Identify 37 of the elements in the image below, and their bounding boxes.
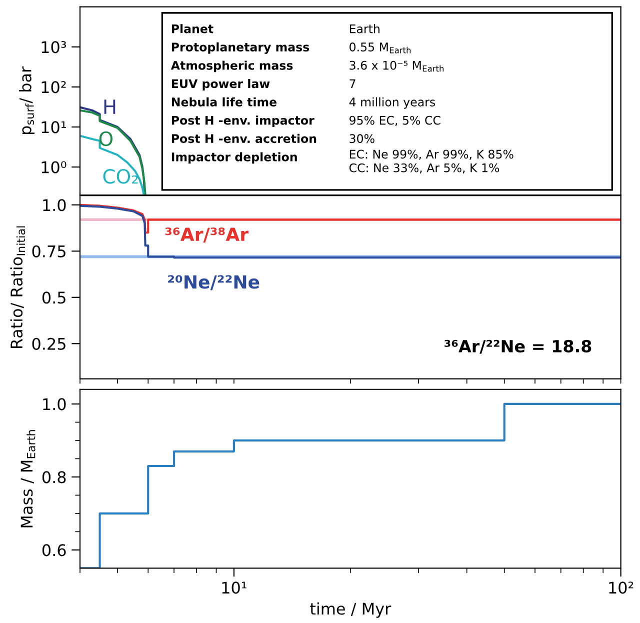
y-tick-label: 10⁰ [42,161,66,174]
annotation: ³⁶Ar/²²Ne = 18.8 [444,340,592,354]
annotation: Post H -env. accretion [172,134,316,144]
y-tick-label: 10³ [42,41,66,54]
y-tick-label: 0.6 [42,544,66,556]
y-axis-title: Mass / M$_{Earth}$ [20,430,36,528]
y-tick-label: 0.8 [42,471,66,484]
annotation: 3.6 x 10⁻⁵ M$_{Earth}$ [350,60,444,72]
series-label: ²⁰Ne/²²Ne [168,275,260,290]
y-axis-title: Ratio/ Ratio$_{Initial}$ [10,226,26,348]
annotation: Nebula life time [172,97,276,106]
annotation: Planet [172,24,214,34]
series-label: ³⁶Ar/³⁸Ar [165,228,248,243]
annotation: Atmospheric mass [170,60,293,72]
annotation: 0.55 M$_{Earth}$ [350,42,411,54]
y-tick-label: 0.75 [32,245,66,258]
y-axis-title: p$_{surf}$/ bar [19,66,34,134]
y-tick-label: 1.0 [43,199,66,212]
annotation: EUV power law [172,79,270,90]
y-tick-label: 0.5 [42,292,66,304]
annotation: 7 [350,79,356,88]
series-label: CO₂ [103,169,138,184]
y-tick-label: 1.0 [43,398,66,410]
y-tick-label: 10¹ [42,121,66,134]
series-label: O [99,131,113,146]
x-axis-title: time / Myr [310,602,392,618]
annotation: EC: Ne 99%, Ar 99%, K 85% CC: Ne 33%, Ar 5%, K 1% [349,150,514,174]
y-tick-label: 10² [42,81,66,94]
annotation: Protoplanetary mass [172,42,310,54]
annotation: Earth [350,24,380,34]
annotation: 95% EC, 5% CC [350,116,440,126]
series-label: H [104,100,116,114]
annotation: Post H -env. impactor [172,116,314,128]
annotation: Impactor depletion [172,152,297,164]
y-tick-label: 0.25 [32,338,66,350]
annotation: 30% [350,134,374,144]
annotation: 4 million years [349,97,436,109]
